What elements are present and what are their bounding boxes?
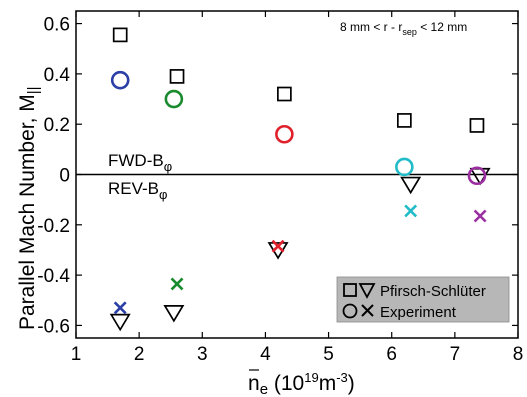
legend-triangle-icon xyxy=(358,283,376,299)
legend: Pfirsch-Schlüter Experiment xyxy=(336,276,510,323)
legend-cross-icon xyxy=(361,304,374,317)
experiment-fwd-point xyxy=(467,166,487,186)
x-tick-label: 8 xyxy=(513,344,524,365)
pfirsch-schluter-fwd-point xyxy=(112,27,128,43)
pfirsch-schluter-rev-point xyxy=(469,167,491,186)
y-tick-label: -0.6 xyxy=(37,316,70,337)
pfirsch-schluter-rev-point xyxy=(400,176,422,195)
legend-square-icon xyxy=(343,283,357,297)
x-tick-label: 4 xyxy=(260,344,271,365)
x-tick-label: 7 xyxy=(450,344,461,365)
legend-label-pfirsch-schluter: Pfirsch-Schlüter xyxy=(380,283,486,300)
x-axis-title: ne (1019m-3) xyxy=(248,370,355,397)
legend-circle-icon xyxy=(342,303,358,319)
radius-range-annotation: 8 mm < r - rsep < 12 mm xyxy=(340,20,467,37)
experiment-fwd-point xyxy=(164,89,184,109)
y-tick-label: 0.4 xyxy=(44,65,71,86)
pfirsch-schluter-rev-point xyxy=(163,304,185,323)
x-tick-label: 1 xyxy=(71,344,82,365)
pfirsch-schluter-fwd-point xyxy=(277,86,292,102)
fwd-b-label: FWD-Bφ xyxy=(108,151,172,174)
experiment-rev-point xyxy=(473,209,487,223)
experiment-fwd-point xyxy=(110,70,130,90)
x-tick-label: 5 xyxy=(323,344,334,365)
y-tick-label: -0.2 xyxy=(37,216,70,237)
x-tick-label: 2 xyxy=(134,344,145,365)
legend-label-experiment: Experiment xyxy=(380,304,457,321)
pfirsch-schluter-rev-point xyxy=(109,313,131,332)
pfirsch-schluter-fwd-point xyxy=(396,113,412,128)
experiment-fwd-point xyxy=(275,124,294,144)
y-tick-label: 0.6 xyxy=(44,15,70,36)
y-tick-label: 0 xyxy=(59,166,70,187)
y-axis-title: Parallel Mach Number, M|| xyxy=(16,86,42,330)
experiment-rev-point xyxy=(113,301,127,315)
x-tick-label: 6 xyxy=(386,344,397,365)
data-markers xyxy=(109,27,491,332)
y-tick-label: 0.2 xyxy=(44,115,70,136)
pfirsch-schluter-fwd-point xyxy=(469,118,485,133)
pfirsch-schluter-fwd-point xyxy=(169,69,185,84)
experiment-fwd-point xyxy=(395,157,414,177)
experiment-rev-point xyxy=(170,277,184,291)
rev-b-label: REV-Bφ xyxy=(108,179,167,202)
experiment-rev-point xyxy=(271,239,285,253)
experiment-rev-point xyxy=(404,204,418,218)
x-tick-label: 3 xyxy=(197,344,208,365)
axis-ticks: 1 2 3 4 5 6 7 8 0.6 0.4 0.2 0 -0.2 -0.4 -0.6 xyxy=(37,11,523,365)
y-tick-label: -0.4 xyxy=(37,266,70,287)
